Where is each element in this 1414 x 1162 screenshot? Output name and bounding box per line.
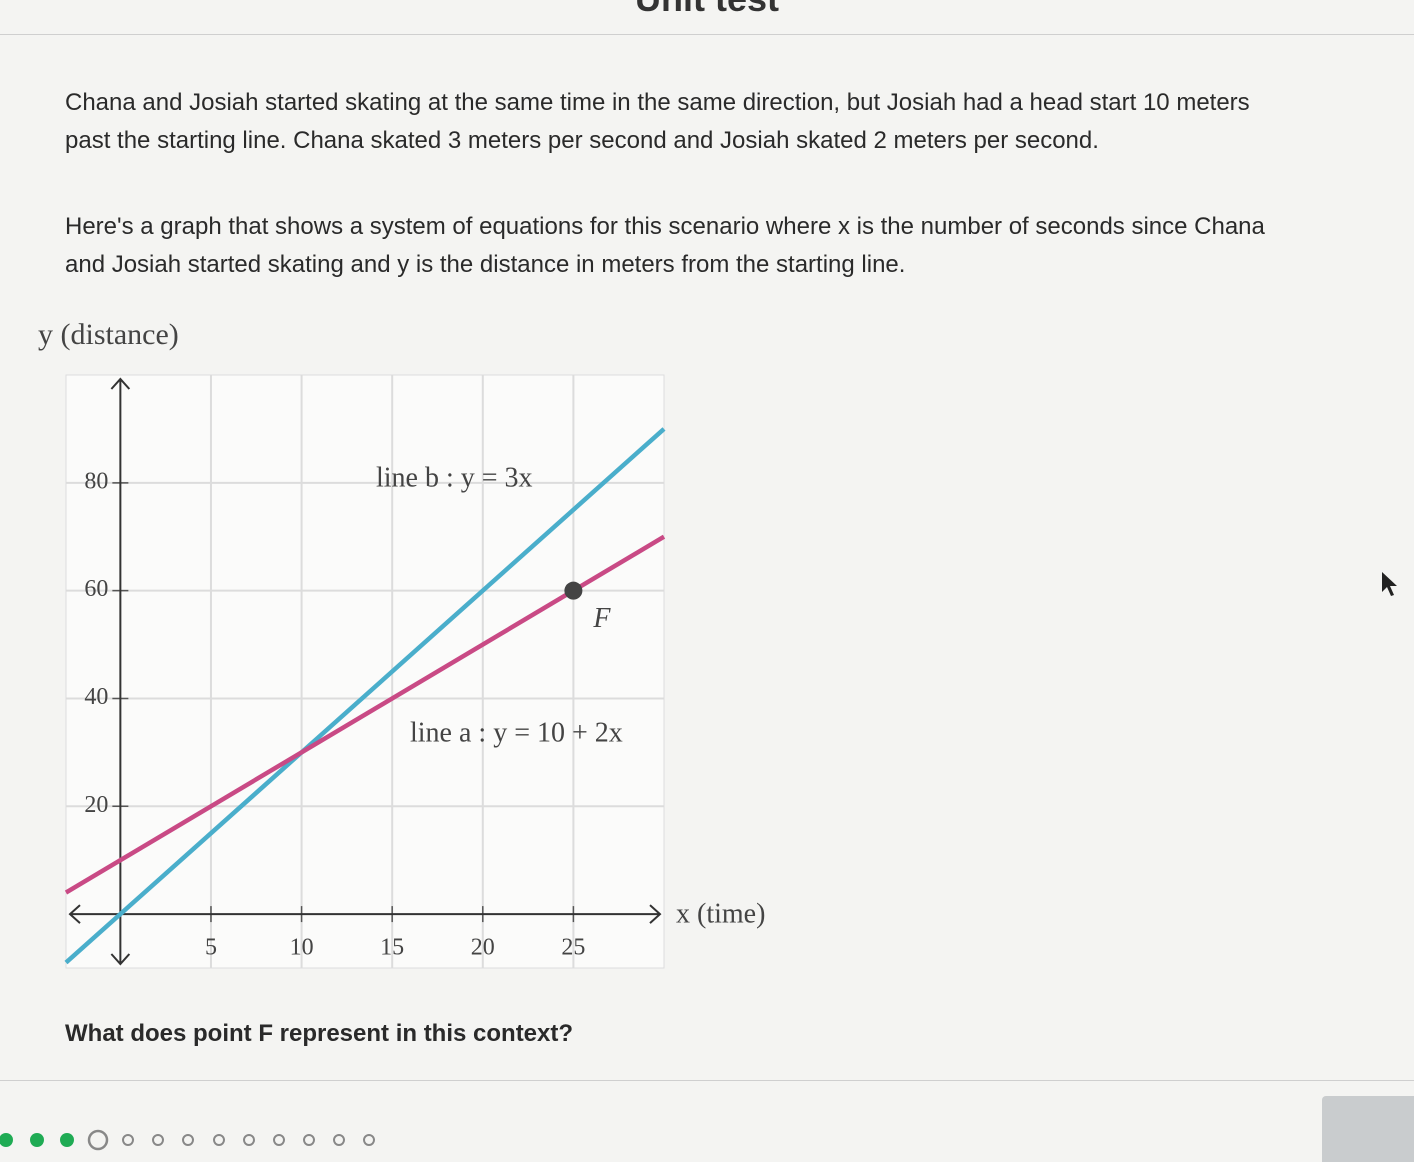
y-axis-label: y (distance) bbox=[38, 318, 179, 351]
paragraph: Chana and Josiah started skating at the … bbox=[65, 89, 1250, 154]
x-axis-label: x (time) bbox=[676, 899, 765, 930]
series-label: line a : y = 10 + 2x bbox=[410, 717, 623, 748]
point-label: F bbox=[592, 603, 611, 634]
x-tick-label: 20 bbox=[471, 935, 495, 961]
x-axis bbox=[68, 904, 662, 924]
x-tick-label: 15 bbox=[380, 935, 404, 961]
y-axis bbox=[110, 377, 131, 966]
cursor bbox=[1382, 572, 1397, 596]
paragraph: Here's a graph that shows a system of eq… bbox=[65, 213, 1265, 278]
x-tick-label: 25 bbox=[561, 935, 585, 961]
divider bbox=[0, 1080, 1414, 1081]
plot-area bbox=[65, 374, 665, 969]
header-title: Unit test bbox=[0, 0, 1414, 20]
x-tick-label: 10 bbox=[290, 935, 314, 961]
divider bbox=[0, 34, 1414, 35]
series-line bbox=[64, 534, 666, 895]
y-tick-label: 80 bbox=[84, 468, 108, 494]
y-tick-label: 40 bbox=[84, 684, 108, 710]
y-tick-label: 60 bbox=[84, 576, 108, 602]
question: What does point F represent in this cont… bbox=[65, 1020, 574, 1047]
point bbox=[564, 581, 583, 600]
series-label: line b : y = 3x bbox=[376, 462, 533, 493]
x-tick-label: 5 bbox=[205, 935, 217, 961]
series-line bbox=[64, 427, 666, 965]
next-button[interactable] bbox=[1322, 1096, 1414, 1162]
y-tick-label: 20 bbox=[84, 792, 108, 818]
progress-dots bbox=[0, 1129, 375, 1151]
